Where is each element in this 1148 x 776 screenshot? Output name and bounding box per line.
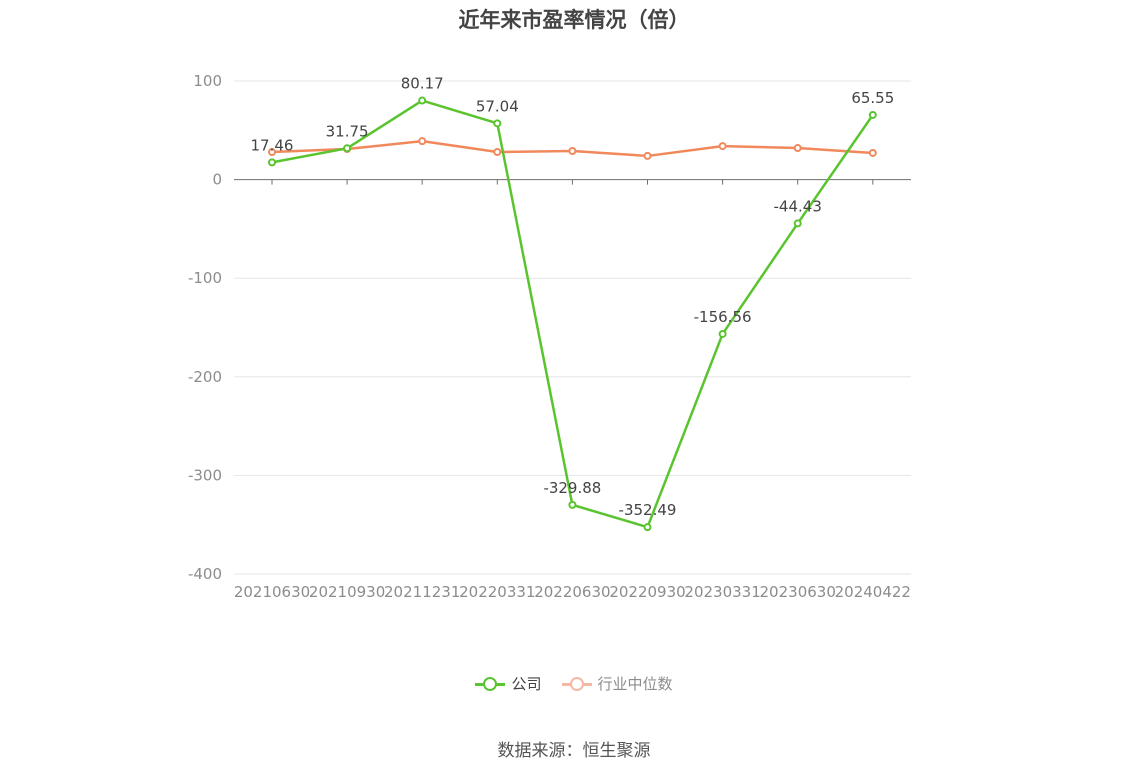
series-lines [268, 96, 877, 532]
data-point-company [568, 500, 577, 509]
x-tick-label: 20230630 [760, 583, 836, 601]
x-tick-label: 20211231 [384, 583, 460, 601]
data-label: 17.46 [251, 136, 294, 154]
y-tick-label: 0 [212, 171, 222, 189]
data-point-company [493, 119, 502, 128]
data-point-industry-median [718, 142, 727, 151]
data-labels: 17.46 31.75 80.17 57.04 -329.88 -352.49 -156.5… [251, 75, 895, 520]
data-point-company [868, 110, 877, 119]
legend-label-industry-median: 行业中位数 [597, 675, 673, 693]
y-tick-label: -100 [188, 269, 222, 287]
legend-item-industry-median[interactable]: 行业中位数 [561, 673, 673, 694]
data-point-industry-median [493, 147, 502, 156]
data-label: 57.04 [476, 97, 519, 115]
data-label: -352.49 [619, 501, 677, 519]
data-label: 65.55 [851, 89, 894, 107]
data-point-industry-median [418, 137, 427, 146]
x-tick-label: 20210930 [309, 583, 385, 601]
y-tick-label: -300 [188, 466, 222, 484]
data-point-company [793, 219, 802, 228]
data-point-company [343, 144, 352, 153]
data-label: -44.43 [774, 197, 822, 215]
data-label: 80.17 [401, 75, 444, 93]
legend-swatch-industry-median [561, 676, 592, 692]
data-label: -156.56 [694, 308, 752, 326]
data-label: 31.75 [326, 122, 369, 140]
data-point-industry-median [568, 147, 577, 156]
y-tick-label: 100 [193, 72, 222, 90]
data-point-industry-median [268, 147, 276, 156]
x-tick-label: 20230331 [684, 583, 760, 601]
data-point-industry-median [793, 144, 802, 153]
x-tick-label: 20240422 [835, 583, 911, 601]
data-point-company [718, 329, 727, 338]
data-point-company [418, 96, 427, 105]
x-tick-label: 20220630 [534, 583, 610, 601]
series-line-company [271, 99, 874, 529]
y-tick-label: -400 [188, 565, 222, 583]
legend: 公司 行业中位数 [0, 673, 1148, 694]
chart-title: 近年来市盈率情况（倍） [458, 8, 690, 32]
x-tick-label: 20220930 [609, 583, 685, 601]
data-point-company [643, 523, 652, 532]
data-point-industry-median [868, 148, 877, 157]
y-tick-label: -200 [188, 368, 222, 386]
data-point-industry-median [643, 151, 652, 160]
grid-lines [234, 80, 911, 575]
legend-label-company: 公司 [511, 675, 542, 693]
source-note: 数据来源：恒生聚源 [497, 741, 651, 761]
axes: 100 0 -100 -200 -300 -400 20210630202109302021… [188, 72, 911, 601]
x-tick-label: 20220331 [459, 583, 535, 601]
data-point-company [268, 158, 276, 167]
data-label: -329.88 [543, 479, 601, 497]
legend-swatch-company [475, 676, 506, 692]
legend-item-company[interactable]: 公司 [475, 673, 542, 694]
x-tick-label: 20210630 [234, 583, 310, 601]
